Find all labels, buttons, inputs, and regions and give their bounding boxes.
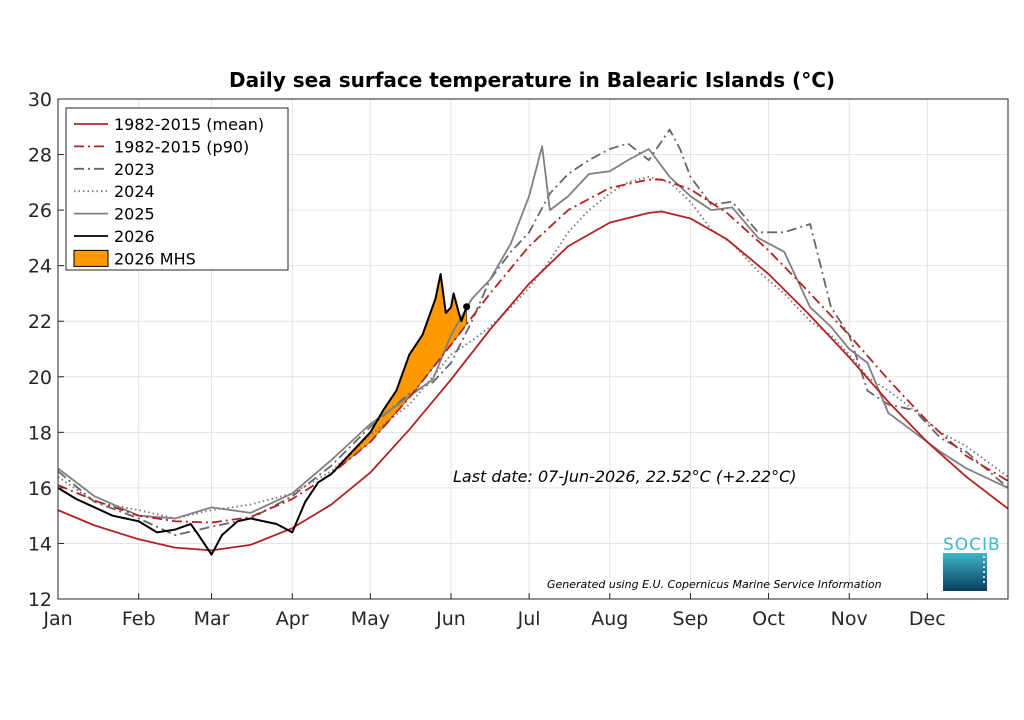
legend-swatch [73,249,109,267]
copernicus-credit: Generated using E.U. Copernicus Marine S… [547,578,882,591]
y-tick-label: 26 [28,200,52,222]
legend-label: 1982-2015 (p90) [114,137,249,156]
x-tick-label: Oct [752,608,785,630]
series-line [57,210,1009,552]
x-tick-label: Sep [673,608,709,630]
last-point-marker [463,303,471,311]
legend-label: 1982-2015 (mean) [114,115,264,134]
y-tick-label: 18 [28,422,52,444]
series-line [57,178,1009,524]
y-tick-label: 14 [28,533,52,555]
socib-logo: SOCIB [943,535,1001,591]
series-line [57,128,1009,537]
y-tick-label: 28 [28,145,52,167]
last-date-annotation: Last date: 07-Jun-2026, 22.52°C (+2.22°C… [453,467,797,486]
y-tick-label: 16 [28,478,52,500]
legend-label: 2026 MHS [114,249,196,268]
y-axis: 12 14 16 18 20 22 24 26 28 30 [28,89,64,611]
x-tick-label: Aug [591,608,628,630]
x-tick-label: Mar [194,608,230,630]
x-tick-label: Dec [909,608,946,630]
x-tick-label: Feb [122,608,156,630]
legend-label: 2023 [114,160,155,179]
legend-label: 2026 [114,227,155,246]
chart-title: Daily sea surface temperature in Baleari… [229,68,835,92]
y-tick-label: 20 [28,367,52,389]
x-tick-label: Apr [276,608,309,630]
legend-label: 2025 [114,205,155,224]
y-tick-label: 30 [28,89,52,111]
x-tick-label: Jan [42,608,72,630]
series-layer [57,128,1009,556]
legend-box [65,107,289,271]
y-tick-label: 22 [28,311,52,333]
y-tick-label: 24 [28,256,52,278]
legend: 1982-2015 (mean) 1982-2015 (p90) 2023 2024 2… [65,107,289,271]
x-tick-label: Jun [435,608,466,630]
y-tick-label: 12 [28,589,52,611]
x-tick-label: Nov [831,608,868,630]
x-axis: Jan Feb Mar Apr May Jun Jul Aug Sep Oct Nov Dec [42,593,946,630]
legend-label: 2024 [114,182,155,201]
x-tick-label: May [351,608,390,630]
x-tick-label: Jul [517,608,541,630]
series-line [57,273,468,556]
series-line [57,145,1009,520]
socib-logo-text: SOCIB [943,535,1001,555]
plot-frame [57,98,1009,600]
socib-logo-mark [943,553,987,591]
